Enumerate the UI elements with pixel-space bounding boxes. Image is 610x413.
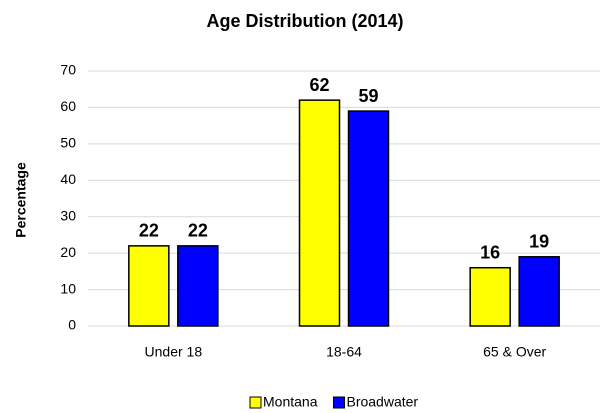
y-tick-label: 10 xyxy=(60,280,76,296)
bar xyxy=(177,245,219,327)
y-tick-label: 50 xyxy=(60,135,76,151)
data-label: 62 xyxy=(309,75,329,95)
bar xyxy=(518,256,560,327)
y-tick-label: 70 xyxy=(60,62,76,78)
chart-title: Age Distribution (2014) xyxy=(206,11,403,31)
data-label: 59 xyxy=(358,86,378,106)
legend-swatch xyxy=(249,396,262,409)
x-tick-label: 65 & Over xyxy=(483,344,546,360)
x-tick-label: 18-64 xyxy=(326,344,362,360)
y-tick-label: 60 xyxy=(60,98,76,114)
x-tick-label: Under 18 xyxy=(145,344,203,360)
y-tick-label: 0 xyxy=(68,317,76,333)
legend-label: Broadwater xyxy=(346,394,418,410)
data-label: 22 xyxy=(139,221,159,241)
y-tick-label: 20 xyxy=(60,244,76,260)
legend-swatch xyxy=(332,396,345,409)
data-label: 19 xyxy=(529,232,549,252)
y-tick-label: 30 xyxy=(60,207,76,223)
bar xyxy=(347,110,390,327)
data-label: 16 xyxy=(480,242,500,262)
bar xyxy=(469,266,511,327)
bar xyxy=(298,99,341,327)
bar xyxy=(128,245,170,327)
legend-label: Montana xyxy=(263,394,318,410)
data-label: 22 xyxy=(188,221,208,241)
y-tick-label: 40 xyxy=(60,171,76,187)
y-axis-label: Percentage xyxy=(13,162,29,238)
